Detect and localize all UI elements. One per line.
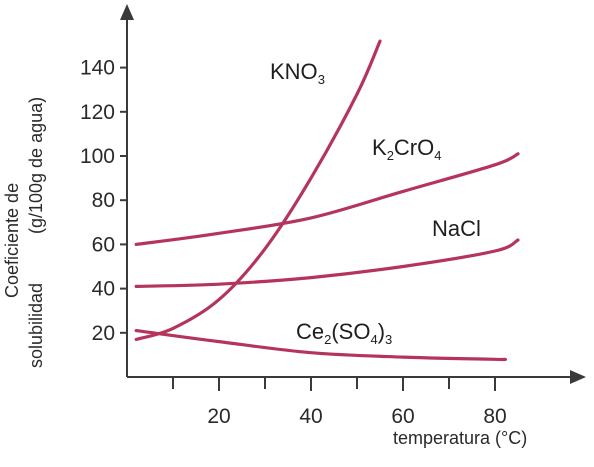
y-axis-title: Coeficiente de bbox=[2, 183, 22, 298]
y-axis-unit: (g/100g de agua) bbox=[26, 97, 46, 234]
y-axis-title-second: solubilidad bbox=[26, 283, 46, 368]
y-tick-label: 60 bbox=[92, 233, 115, 256]
x-tick-label: 20 bbox=[207, 405, 230, 428]
axes bbox=[120, 4, 586, 384]
labels-layer: KNO3 K2CrO4 NaCl Ce2(SO4)3 bbox=[270, 59, 481, 347]
y-axis-arrow bbox=[120, 4, 134, 20]
series-line-nacl bbox=[134, 238, 520, 288]
x-tick-label: 60 bbox=[391, 405, 414, 428]
y-tick-label: 20 bbox=[92, 322, 115, 345]
y-tick-label: 100 bbox=[80, 145, 115, 168]
series-label-ce2-so4-3: Ce2(SO4)3 bbox=[296, 319, 392, 347]
y-tick-label: 140 bbox=[80, 57, 115, 80]
y-tick-label: 40 bbox=[92, 278, 115, 301]
series-line-k2cro4 bbox=[134, 152, 520, 246]
series-line-kno3 bbox=[134, 39, 382, 341]
series-layer bbox=[134, 39, 520, 362]
x-tick-label: 40 bbox=[299, 405, 322, 428]
series-label-nacl: NaCl bbox=[432, 216, 481, 241]
y-axis-label-line2: solubilidad bbox=[26, 283, 46, 368]
y-tick-label: 120 bbox=[80, 101, 115, 124]
x-axis-arrow bbox=[570, 370, 586, 384]
y-tick-label: 80 bbox=[92, 189, 115, 212]
series-line-ce2-so4-3 bbox=[134, 329, 507, 362]
y-axis-unit-label: (g/100g de agua) bbox=[26, 97, 46, 234]
series-label-kno3: KNO3 bbox=[270, 59, 325, 87]
ticks: 20 40 60 80 100 120 140 20 40 60 80 bbox=[80, 57, 507, 428]
y-axis-label-line1: Coeficiente de bbox=[2, 183, 22, 298]
x-tick-label: 80 bbox=[483, 405, 506, 428]
series-label-k2cro4: K2CrO4 bbox=[372, 135, 441, 163]
x-axis-label: temperatura (°C) bbox=[393, 428, 527, 448]
